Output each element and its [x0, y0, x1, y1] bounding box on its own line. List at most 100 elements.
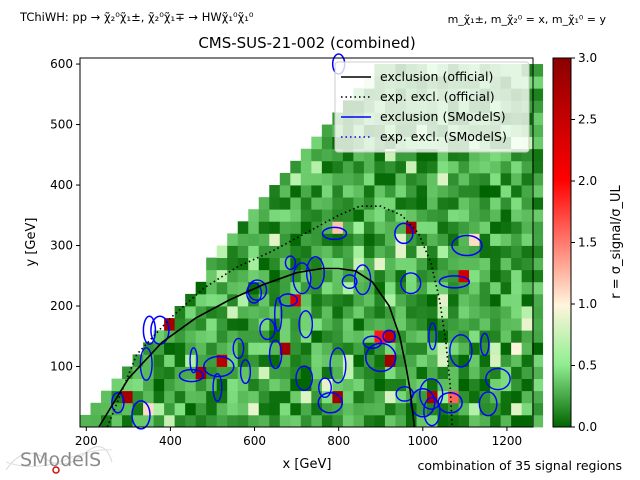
heatmap-cell: [500, 390, 512, 404]
heatmap-cell: [237, 402, 249, 416]
heatmap-cell: [490, 318, 502, 331]
colorbar-tick-label: 3.0: [578, 51, 597, 65]
heatmap-cell: [363, 160, 375, 174]
heatmap-cell: [448, 402, 459, 416]
heatmap-cell: [511, 318, 523, 331]
heatmap-cell: [185, 390, 197, 404]
heatmap-cell: [185, 318, 197, 331]
heatmap-cell: [311, 342, 323, 355]
heatmap-cell: [279, 197, 291, 210]
smodels-contour: [259, 318, 276, 341]
heatmap-cell: [132, 366, 144, 380]
heatmap-cell: [342, 293, 354, 307]
heatmap-cell: [300, 185, 312, 198]
heatmap-cell: [532, 233, 544, 246]
colorbar-label: r = σ_signal/σ_UL: [609, 184, 624, 298]
heatmap-cell: [290, 245, 302, 259]
heatmap-cell: [458, 306, 470, 319]
heatmap-cell: [416, 354, 428, 367]
heatmap-cell: [279, 172, 291, 186]
heatmap-cell: [185, 402, 197, 416]
heatmap-cell: [300, 318, 312, 331]
heatmap-cell: [521, 245, 533, 259]
smodels-contour: [292, 262, 312, 295]
heatmap-cell: [216, 306, 228, 319]
heatmap-cell: [164, 414, 176, 428]
topology-label: TChiWH: pp → χ̃₂⁰χ̃₁±, χ̃₂⁰χ̃₁∓ → HWχ̃₁⁰…: [19, 10, 254, 24]
heatmap-cell: [269, 269, 281, 283]
heatmap-cell: [363, 148, 375, 162]
heatmap-cell: [521, 281, 533, 295]
heatmap-cell: [437, 233, 449, 246]
heatmap-cell: [216, 414, 228, 428]
heatmap-cell: [521, 306, 533, 319]
heatmap-cell: [258, 390, 270, 404]
heatmap-cell: [153, 402, 165, 416]
heatmap-cell: [311, 318, 323, 331]
heatmap-cell: [258, 414, 270, 428]
heatmap-cell: [521, 414, 533, 428]
heatmap-cell: [321, 306, 333, 319]
x-tick-label: 600: [243, 434, 266, 448]
heatmap-cell: [237, 221, 249, 234]
signal-regions-note: combination of 35 signal regions: [418, 458, 623, 473]
heatmap-cell: [395, 185, 407, 198]
heatmap-cell: [353, 221, 365, 234]
heatmap-cell: [227, 378, 239, 392]
heatmap-cell: [490, 378, 502, 392]
y-axis-label: y [GeV]: [24, 218, 39, 267]
y-tick-label: 100: [50, 360, 73, 374]
heatmap-cell: [122, 390, 133, 404]
heatmap-cell: [290, 306, 302, 319]
heatmap-cell: [437, 172, 449, 186]
heatmap-cell: [342, 378, 354, 392]
smodels-contour: [284, 255, 297, 271]
heatmap-cell: [353, 366, 365, 380]
heatmap-cell: [374, 281, 386, 295]
heatmap-cell: [332, 245, 344, 259]
heatmap-cell: [521, 233, 533, 246]
heatmap-cell: [469, 306, 480, 319]
heatmap-cell: [490, 172, 502, 186]
heatmap-cell: [248, 366, 260, 380]
heatmap-cell: [227, 245, 239, 259]
heatmap-cell: [321, 197, 333, 210]
heatmap-cell: [300, 390, 312, 404]
smodels-contour: [451, 234, 483, 257]
heatmap-cell: [374, 172, 386, 186]
heatmap-cell: [111, 378, 123, 392]
heatmap-cell: [279, 414, 291, 428]
heatmap-cell: [469, 209, 480, 222]
heatmap-cell: [311, 160, 323, 174]
heatmap-cell: [416, 293, 428, 307]
heatmap-cell: [300, 160, 312, 174]
y-tick-label: 600: [50, 57, 73, 71]
heatmap-cell: [321, 136, 333, 150]
heatmap-cell: [427, 269, 438, 283]
heatmap-cell: [521, 257, 533, 271]
heatmap-cell: [132, 354, 144, 367]
heatmap-cell: [353, 330, 365, 343]
heatmap-cell: [437, 402, 449, 416]
heatmap-cell: [269, 354, 281, 367]
heatmap-cell: [427, 293, 438, 307]
heatmap-cell: [521, 366, 533, 380]
heatmap-cell: [469, 160, 480, 174]
heatmap-cell: [164, 402, 176, 416]
heatmap-cell: [206, 318, 218, 331]
heatmap-cell: [405, 281, 417, 295]
heatmap-cell: [300, 233, 312, 246]
x-axis-label: x [GeV]: [283, 457, 332, 472]
heatmap-cell: [479, 281, 491, 295]
heatmap-cell: [458, 185, 470, 198]
heatmap-cell: [216, 354, 228, 367]
heatmap-cell: [311, 378, 323, 392]
heatmap-cell: [490, 330, 502, 343]
smodels-contour: [278, 293, 298, 307]
heatmap-cell: [185, 306, 197, 319]
heatmap-cell: [469, 318, 480, 331]
heatmap-cell: [258, 233, 270, 246]
heatmap-cell: [395, 342, 407, 355]
heatmap-cell: [290, 378, 302, 392]
colorbar-ticks: 0.0 0.5 1.0 1.5 2.0 2.5 3.0: [571, 51, 597, 434]
